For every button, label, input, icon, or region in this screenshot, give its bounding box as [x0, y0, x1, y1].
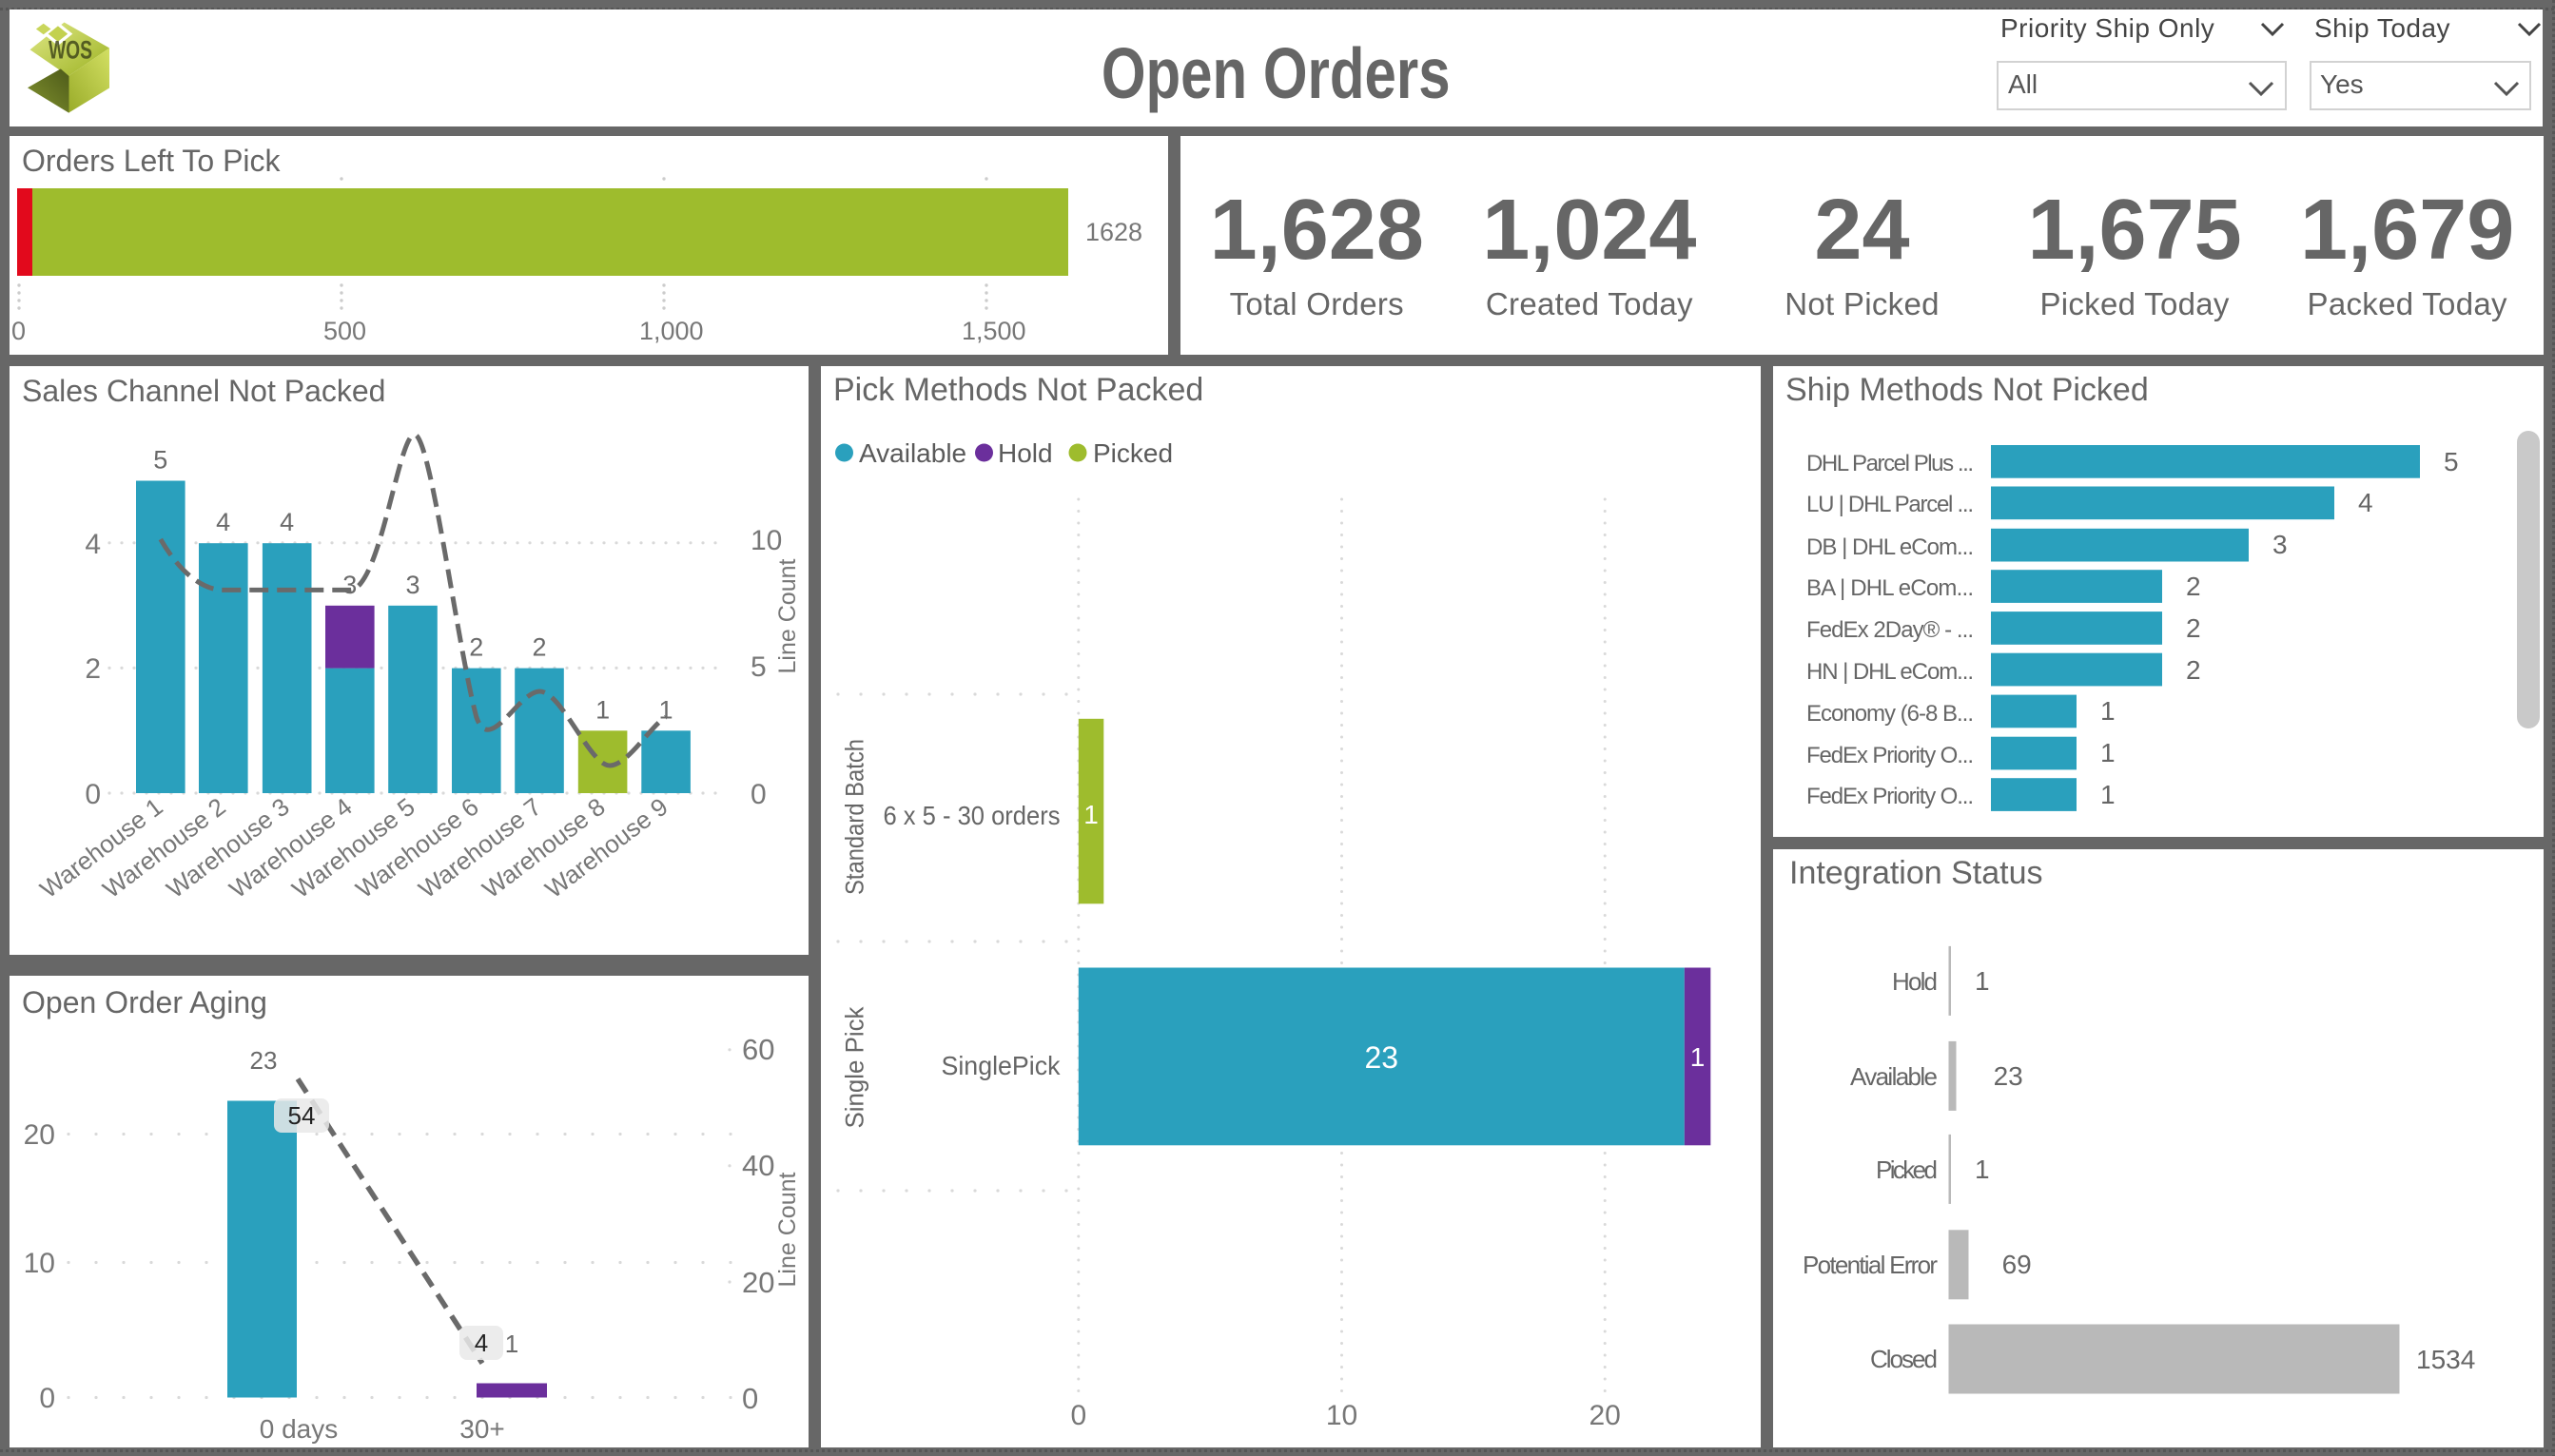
svg-text:WOS: WOS: [49, 36, 92, 65]
svg-text:1: 1: [2100, 780, 2116, 809]
svg-text:1: 1: [595, 695, 610, 724]
svg-text:10: 10: [1326, 1400, 1357, 1431]
svg-text:Standard Batch: Standard Batch: [841, 739, 869, 895]
svg-text:Picked: Picked: [1876, 1155, 1938, 1184]
svg-text:0: 0: [751, 779, 767, 810]
svg-text:60: 60: [742, 1033, 774, 1066]
svg-text:FedEx Priority O...: FedEx Priority O...: [1806, 784, 1974, 809]
svg-text:23: 23: [250, 1046, 278, 1075]
svg-text:23: 23: [1994, 1061, 2023, 1091]
svg-text:1: 1: [1690, 1042, 1706, 1072]
svg-text:Available: Available: [1850, 1062, 1938, 1091]
svg-text:20: 20: [1590, 1400, 1621, 1431]
svg-text:20: 20: [742, 1266, 774, 1299]
svg-text:Single Pick: Single Pick: [841, 1006, 869, 1128]
svg-text:4: 4: [2358, 488, 2373, 517]
svg-text:SinglePick: SinglePick: [942, 1051, 1062, 1080]
svg-text:5: 5: [2444, 447, 2459, 476]
svg-text:40: 40: [742, 1149, 774, 1182]
svg-text:Closed: Closed: [1870, 1345, 1938, 1373]
svg-text:23: 23: [1365, 1040, 1399, 1075]
svg-text:Hold: Hold: [1892, 967, 1938, 996]
svg-text:2: 2: [85, 653, 101, 685]
svg-text:69: 69: [2002, 1250, 2032, 1279]
svg-text:1: 1: [658, 695, 673, 724]
svg-text:2: 2: [2186, 572, 2201, 601]
svg-text:6 x 5 - 30 orders: 6 x 5 - 30 orders: [884, 801, 1061, 830]
svg-text:Potential Error: Potential Error: [1803, 1251, 1938, 1279]
svg-text:2: 2: [532, 633, 546, 662]
svg-text:3: 3: [2272, 530, 2288, 559]
svg-text:Picked: Picked: [1093, 438, 1173, 468]
svg-text:10: 10: [24, 1248, 55, 1279]
svg-text:0: 0: [742, 1382, 758, 1415]
svg-text:2: 2: [2186, 613, 2201, 643]
svg-text:1: 1: [1083, 800, 1099, 829]
svg-text:1: 1: [1975, 966, 1990, 996]
svg-text:54: 54: [288, 1101, 316, 1130]
svg-text:HN | DHL eCom...: HN | DHL eCom...: [1806, 659, 1974, 685]
svg-text:FedEx Priority O...: FedEx Priority O...: [1806, 743, 1974, 768]
svg-text:DB | DHL eCom...: DB | DHL eCom...: [1806, 534, 1974, 560]
svg-text:3: 3: [405, 571, 419, 599]
svg-text:5: 5: [153, 446, 167, 475]
svg-text:2: 2: [469, 633, 483, 662]
svg-text:1: 1: [505, 1330, 518, 1358]
svg-text:1: 1: [1975, 1155, 1990, 1184]
svg-text:Available: Available: [859, 438, 966, 468]
svg-text:20: 20: [24, 1119, 55, 1151]
svg-text:Line Count: Line Count: [774, 1172, 801, 1287]
svg-text:DHL Parcel Plus ...: DHL Parcel Plus ...: [1806, 451, 1974, 476]
svg-text:4: 4: [85, 529, 101, 560]
svg-text:2: 2: [2186, 655, 2201, 685]
svg-text:Hold: Hold: [998, 438, 1053, 468]
svg-text:4: 4: [475, 1329, 488, 1357]
svg-text:LU | DHL Parcel ...: LU | DHL Parcel ...: [1806, 492, 1974, 517]
svg-text:10: 10: [751, 525, 782, 556]
svg-text:5: 5: [751, 651, 767, 683]
svg-text:0 days: 0 days: [260, 1414, 339, 1444]
svg-text:BA | DHL eCom...: BA | DHL eCom...: [1806, 575, 1974, 601]
svg-text:Line Count: Line Count: [774, 558, 801, 673]
svg-text:FedEx 2Day® - ...: FedEx 2Day® - ...: [1806, 617, 1974, 643]
svg-text:Economy (6-8 B...: Economy (6-8 B...: [1806, 701, 1974, 727]
svg-text:3: 3: [342, 571, 357, 599]
svg-text:30+: 30+: [459, 1414, 505, 1444]
svg-text:0: 0: [85, 779, 101, 810]
svg-text:1534: 1534: [2416, 1345, 2475, 1374]
svg-text:4: 4: [280, 508, 294, 536]
svg-text:0: 0: [1070, 1400, 1086, 1431]
svg-text:0: 0: [39, 1383, 55, 1414]
svg-text:4: 4: [216, 508, 230, 536]
svg-text:1: 1: [2100, 738, 2116, 767]
svg-text:1: 1: [2100, 696, 2116, 726]
